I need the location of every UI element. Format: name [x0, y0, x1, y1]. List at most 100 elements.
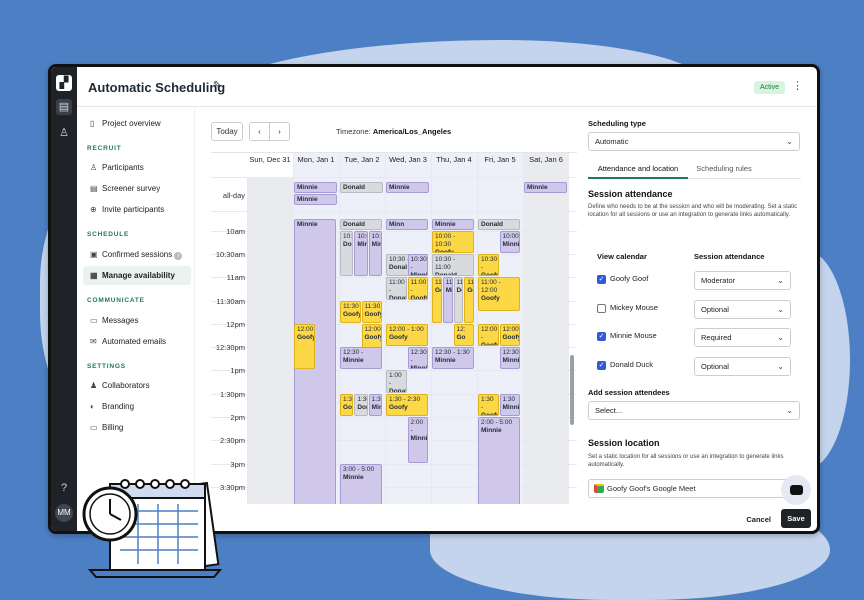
week-grid[interactable]: Sun, Dec 31 Mon, Jan 1 Tue, Jan 2 Wed, Jan …	[211, 152, 577, 504]
cancel-button[interactable]: Cancel	[746, 515, 771, 524]
sidebar-item-collaborators[interactable]: ♟ Collaborators	[83, 376, 191, 395]
sidebar-item-messages[interactable]: ▭ Messages	[83, 311, 191, 330]
calendar-event[interactable]: 12:00 Goofy	[499, 323, 520, 347]
time-label: 1pm	[230, 366, 245, 376]
sidebar-item-invite-participants[interactable]: ⊕ Invite participants	[83, 200, 191, 219]
attendance-select[interactable]: Moderator ⌄	[694, 271, 791, 290]
calendar-event[interactable]: 10:00 Minni	[499, 230, 520, 253]
calendar-event[interactable]: 11:00 - 12:00 Goofy	[478, 277, 520, 312]
calendar-event[interactable]: 12: Go	[453, 323, 474, 347]
calendar-event[interactable]: 11:30 Goofy	[361, 300, 382, 323]
allday-event[interactable]: Minnie	[294, 194, 337, 205]
event-title: Donald	[435, 271, 458, 277]
people-icon[interactable]: ♙	[59, 127, 69, 139]
day-column[interactable]	[523, 153, 569, 504]
calendar-event[interactable]: 12:00 - Goofy	[478, 323, 499, 347]
calendar-event[interactable]: 11:30 Goofy	[340, 300, 361, 323]
calendar-event[interactable]: Donald	[478, 219, 520, 230]
calendar-event[interactable]: 12:30 -Minnie	[407, 347, 428, 370]
calendar-event[interactable]: 10:30 - 11:00 Donald	[432, 253, 474, 277]
view-calendar-checkbox[interactable]: ✓	[597, 275, 606, 284]
allday-event[interactable]: Minnie	[386, 182, 429, 193]
calendar-event[interactable]: 11:00 - Goofy	[407, 277, 428, 300]
allday-event[interactable]: Minnie	[294, 182, 337, 193]
calendar-event[interactable]: Minnie	[432, 219, 474, 230]
event-title: Minni	[502, 240, 520, 248]
view-calendar-checkbox[interactable]: ✓	[597, 332, 606, 341]
allday-event[interactable]: Minnie	[524, 182, 567, 193]
calendar-event[interactable]: Minn	[386, 219, 428, 230]
calendar-event[interactable]: 2:00 - 5:00 Minnie	[478, 417, 520, 504]
calendar-scrollbar[interactable]	[570, 355, 574, 425]
event-time: 10:30 -	[389, 255, 410, 263]
edit-title-icon[interactable]: ✎	[213, 80, 222, 91]
sidebar-item-screener-survey[interactable]: ▤ Screener survey	[83, 179, 191, 198]
attendance-select[interactable]: Optional ⌄	[694, 299, 791, 319]
sidebar-item-manage-availability[interactable]: ▦ Manage availability	[83, 266, 191, 285]
add-attendees-select[interactable]: Select... ⌄	[588, 401, 800, 420]
tab-scheduling-rules[interactable]: Scheduling rules	[696, 164, 752, 173]
info-icon[interactable]: i	[174, 252, 183, 260]
calendar-event[interactable]: 1:00 - Donal	[386, 370, 407, 393]
calendar-event[interactable]: 1:30Dor	[354, 393, 368, 417]
scheduling-type-select[interactable]: Automatic ⌄	[588, 132, 800, 151]
chat-icon[interactable]	[781, 475, 811, 505]
logo-icon[interactable]: ▞	[56, 75, 72, 91]
calendar-event[interactable]: 12:00 Goofy	[294, 323, 315, 370]
today-button[interactable]: Today	[211, 122, 243, 141]
day-column[interactable]	[247, 153, 293, 504]
sidebar-item-billing[interactable]: ▭ Billing	[83, 418, 191, 437]
calendar-event[interactable]: 12:30 -Minnie	[340, 347, 382, 370]
calendar-event[interactable]: 10:00Dor	[340, 230, 354, 277]
prev-week-button[interactable]: ‹	[249, 122, 270, 141]
help-icon[interactable]: ?	[60, 482, 68, 494]
calendar-event[interactable]: 11:00 - Donal	[386, 277, 407, 300]
more-options-icon[interactable]: ⋮	[792, 80, 803, 92]
view-calendar-checkbox[interactable]	[597, 303, 606, 313]
location-select[interactable]: Goofy Goof's Google Meet	[588, 479, 800, 498]
sidebar-item-label: Participants	[102, 163, 144, 172]
event-title: Goofy	[389, 333, 408, 341]
day-header: Fri, Jan 5	[484, 155, 516, 164]
chevron-down-icon: ⌄	[786, 406, 793, 415]
calendar-event[interactable]: 11:0Dor	[453, 277, 464, 323]
calendar-event[interactable]: 1:30Goc	[340, 393, 354, 417]
calendar-event[interactable]: 12:30 - 1:30 Minnie	[432, 347, 474, 370]
sidebar-item-automated-emails[interactable]: ✉ Automated emails	[83, 332, 191, 351]
sidebar-item-project-overview[interactable]: ▯ Project overview	[83, 114, 191, 133]
event-title: Dor	[357, 403, 368, 411]
sidebar-item-branding[interactable]: ◐ Branding	[83, 397, 191, 416]
tab-attendance-location[interactable]: Attendance and location	[588, 159, 688, 179]
attendance-select[interactable]: Optional ⌄	[694, 356, 791, 376]
event-title: Minnie	[481, 427, 502, 435]
attendance-select[interactable]: Required ⌄	[694, 328, 791, 347]
sidebar-item-confirmed-sessions[interactable]: ▣ Confirmed sessions i	[83, 245, 191, 264]
calendar-event[interactable]: 10:30 - Goofy	[478, 253, 499, 277]
chevron-down-icon: ⌄	[777, 276, 784, 285]
calendar-event[interactable]: 12:30 Minni	[499, 347, 520, 370]
next-week-button[interactable]: ›	[269, 122, 290, 141]
calendar-event[interactable]: 1:30 - 2:30 Goofy	[386, 393, 428, 417]
calendar-event[interactable]: 1:30 - Goofy	[478, 393, 499, 417]
event-time: 1:30	[343, 395, 353, 403]
sidebar-item-participants[interactable]: ♙ Participants	[83, 158, 191, 177]
calendar-event[interactable]: 10:00 - 10:30 Goofy	[432, 230, 474, 253]
calendar-event[interactable]: 3:00 - 5:00 Minnie	[340, 463, 382, 504]
calendar-event[interactable]: 10:30 -Minnie	[407, 253, 428, 277]
avatar[interactable]: MM	[55, 504, 73, 522]
calendar-event[interactable]: Donald	[340, 219, 382, 230]
calendar-event[interactable]: 12:00 - 1:00 Goofy	[386, 323, 428, 347]
projects-icon[interactable]: ▤	[56, 99, 72, 115]
view-calendar-checkbox[interactable]: ✓	[597, 360, 606, 370]
allday-event[interactable]: Donald	[340, 182, 383, 193]
time-label: 12pm	[226, 319, 245, 329]
save-button[interactable]: Save	[781, 509, 811, 528]
calendar-event[interactable]: 1:30 Minni	[499, 393, 520, 417]
calendar-event[interactable]: 2:00 -Minnie	[407, 417, 428, 463]
